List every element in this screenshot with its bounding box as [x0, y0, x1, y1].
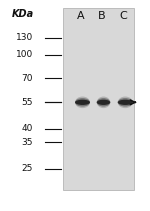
Text: 100: 100: [16, 50, 33, 59]
Text: 70: 70: [21, 74, 33, 83]
Ellipse shape: [97, 97, 110, 108]
Ellipse shape: [97, 98, 110, 107]
Ellipse shape: [75, 98, 90, 107]
Ellipse shape: [97, 100, 110, 105]
Text: 35: 35: [21, 138, 33, 147]
Text: 25: 25: [22, 164, 33, 173]
Text: A: A: [77, 11, 85, 21]
Text: B: B: [98, 11, 106, 21]
Text: 40: 40: [22, 124, 33, 133]
Text: 130: 130: [16, 34, 33, 42]
Bar: [63, 8, 134, 190]
Ellipse shape: [118, 100, 133, 105]
Text: KDa: KDa: [12, 9, 34, 19]
Ellipse shape: [75, 100, 90, 105]
Text: C: C: [119, 11, 127, 21]
Text: 55: 55: [21, 98, 33, 107]
Ellipse shape: [118, 97, 133, 108]
Ellipse shape: [118, 98, 133, 107]
Ellipse shape: [75, 97, 90, 108]
